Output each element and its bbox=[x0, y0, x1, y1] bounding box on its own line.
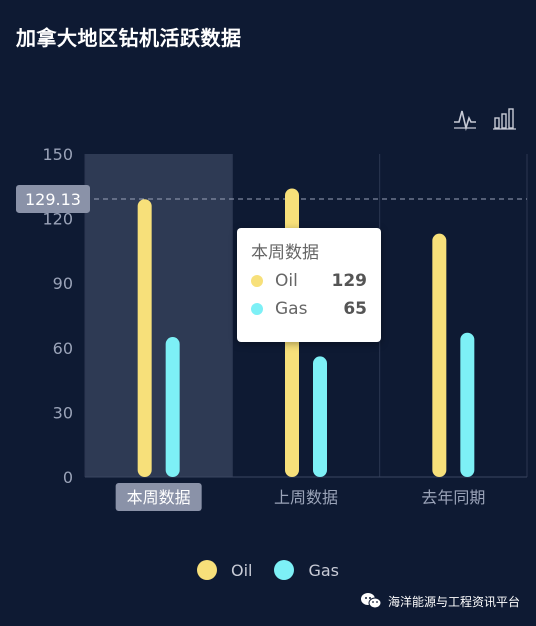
x-tick-label: 去年同期 bbox=[421, 488, 485, 507]
wechat-icon bbox=[360, 593, 382, 609]
y-tick-label: 90 bbox=[53, 274, 73, 293]
tooltip-series-name: Oil bbox=[275, 271, 298, 291]
watermark-text: 海洋能源与工程资讯平台 bbox=[387, 594, 520, 609]
y-tick-label: 0 bbox=[63, 468, 73, 487]
tooltip-series-value: 65 bbox=[343, 299, 367, 319]
oil-marker-icon bbox=[251, 275, 263, 287]
y-tick-label: 120 bbox=[42, 210, 73, 229]
x-label-highlight-box bbox=[115, 483, 202, 511]
bar-oil bbox=[137, 199, 152, 477]
legend-label: Gas bbox=[308, 560, 340, 580]
tooltip-series-value: 129 bbox=[331, 271, 368, 291]
tooltip-series-name: Gas bbox=[275, 299, 308, 319]
bar-gas bbox=[313, 356, 327, 477]
bar-oil bbox=[432, 233, 447, 477]
legend-label: Oil bbox=[230, 560, 253, 580]
legend-item-gas[interactable]: Gas bbox=[274, 560, 339, 580]
oil-legend-icon bbox=[196, 560, 217, 580]
y-tick-label: 60 bbox=[53, 339, 73, 358]
y-tick-label: 150 bbox=[42, 145, 73, 164]
chart-legend: Oil Gas bbox=[0, 560, 536, 580]
x-tick-label: 上周数据 bbox=[274, 488, 338, 507]
tooltip-title: 本周数据 bbox=[251, 243, 319, 263]
chart-tooltip: 本周数据 Oil 129 Gas 65 bbox=[237, 228, 381, 342]
category-highlight bbox=[85, 154, 233, 477]
crosshair-label-box bbox=[16, 184, 90, 213]
crosshair-label: 129.13 bbox=[25, 190, 81, 209]
chart-toolbox bbox=[452, 106, 518, 132]
chart-title: 加拿大地区钻机活跃数据 bbox=[16, 26, 242, 50]
gas-legend-icon bbox=[274, 560, 295, 580]
line-chart-icon[interactable] bbox=[452, 106, 478, 132]
bar-gas bbox=[165, 337, 180, 477]
bar-chart-icon[interactable] bbox=[492, 106, 518, 132]
gas-marker-icon bbox=[251, 303, 263, 315]
watermark: 海洋能源与工程资讯平台 bbox=[360, 592, 520, 610]
y-tick-label: 30 bbox=[53, 403, 73, 422]
x-tick-label: 本周数据 bbox=[127, 488, 191, 507]
bar-gas bbox=[460, 332, 475, 477]
tooltip-row-oil: Oil 129 bbox=[251, 271, 367, 291]
legend-item-oil[interactable]: Oil bbox=[196, 560, 253, 580]
tooltip-row-gas: Gas 65 bbox=[251, 299, 367, 319]
